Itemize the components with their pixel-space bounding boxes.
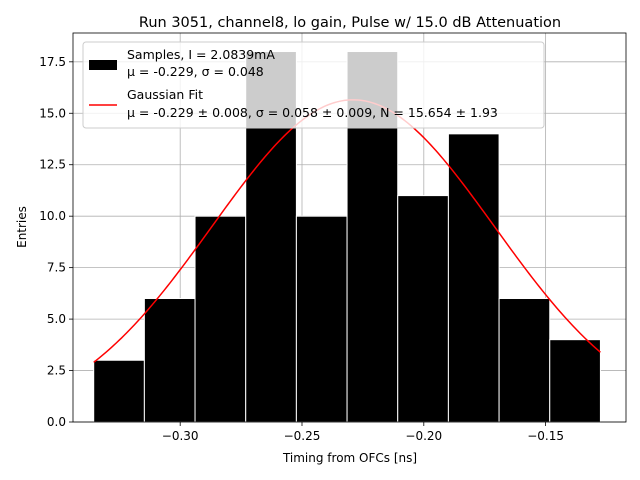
y-tick-label: 5.0 [47,312,66,326]
legend-samples-line2: μ = -0.229, σ = 0.048 [127,64,264,79]
y-axis: 0.0 2.5 5.0 7.5 10.0 12.5 15.0 17.5 [39,55,73,429]
y-tick-label: 7.5 [47,261,66,275]
legend-samples-swatch [89,60,117,70]
y-tick-label: 10.0 [39,209,66,223]
y-tick-label: 0.0 [47,415,66,429]
histogram-bar [143,298,196,423]
x-axis: −0.30 −0.25 −0.20 −0.15 [162,422,564,443]
histogram-bar [295,215,348,423]
histogram-bar [194,215,247,423]
legend-fit-line1: Gaussian Fit [127,87,203,102]
y-tick-label: 17.5 [39,55,66,69]
x-tick-label: −0.20 [405,429,442,443]
histogram-bar [397,195,449,423]
chart-title: Run 3051, channel8, lo gain, Pulse w/ 15… [139,15,561,31]
legend-fit-line2: μ = -0.229 ± 0.008, σ = 0.058 ± 0.009, N… [127,105,498,120]
y-tick-label: 15.0 [39,106,66,120]
y-tick-label: 12.5 [39,158,66,172]
histogram-bar [447,133,500,423]
legend-box [82,41,545,129]
histogram-bar [498,298,551,423]
y-axis-label: Entries [15,206,29,248]
x-axis-label: Timing from OFCs [ns] [282,451,417,465]
legend-samples-line1: Samples, I = 2.0839mA [127,47,275,62]
histogram-bar [549,339,601,423]
plot-frame [72,32,627,423]
legend: Samples, I = 2.0839mA μ = -0.229, σ = 0.… [82,41,545,129]
x-tick-label: −0.15 [527,429,564,443]
x-tick-label: −0.30 [162,429,199,443]
y-tick-label: 2.5 [47,364,66,378]
x-tick-label: −0.25 [284,429,321,443]
histogram-bar [93,359,145,423]
